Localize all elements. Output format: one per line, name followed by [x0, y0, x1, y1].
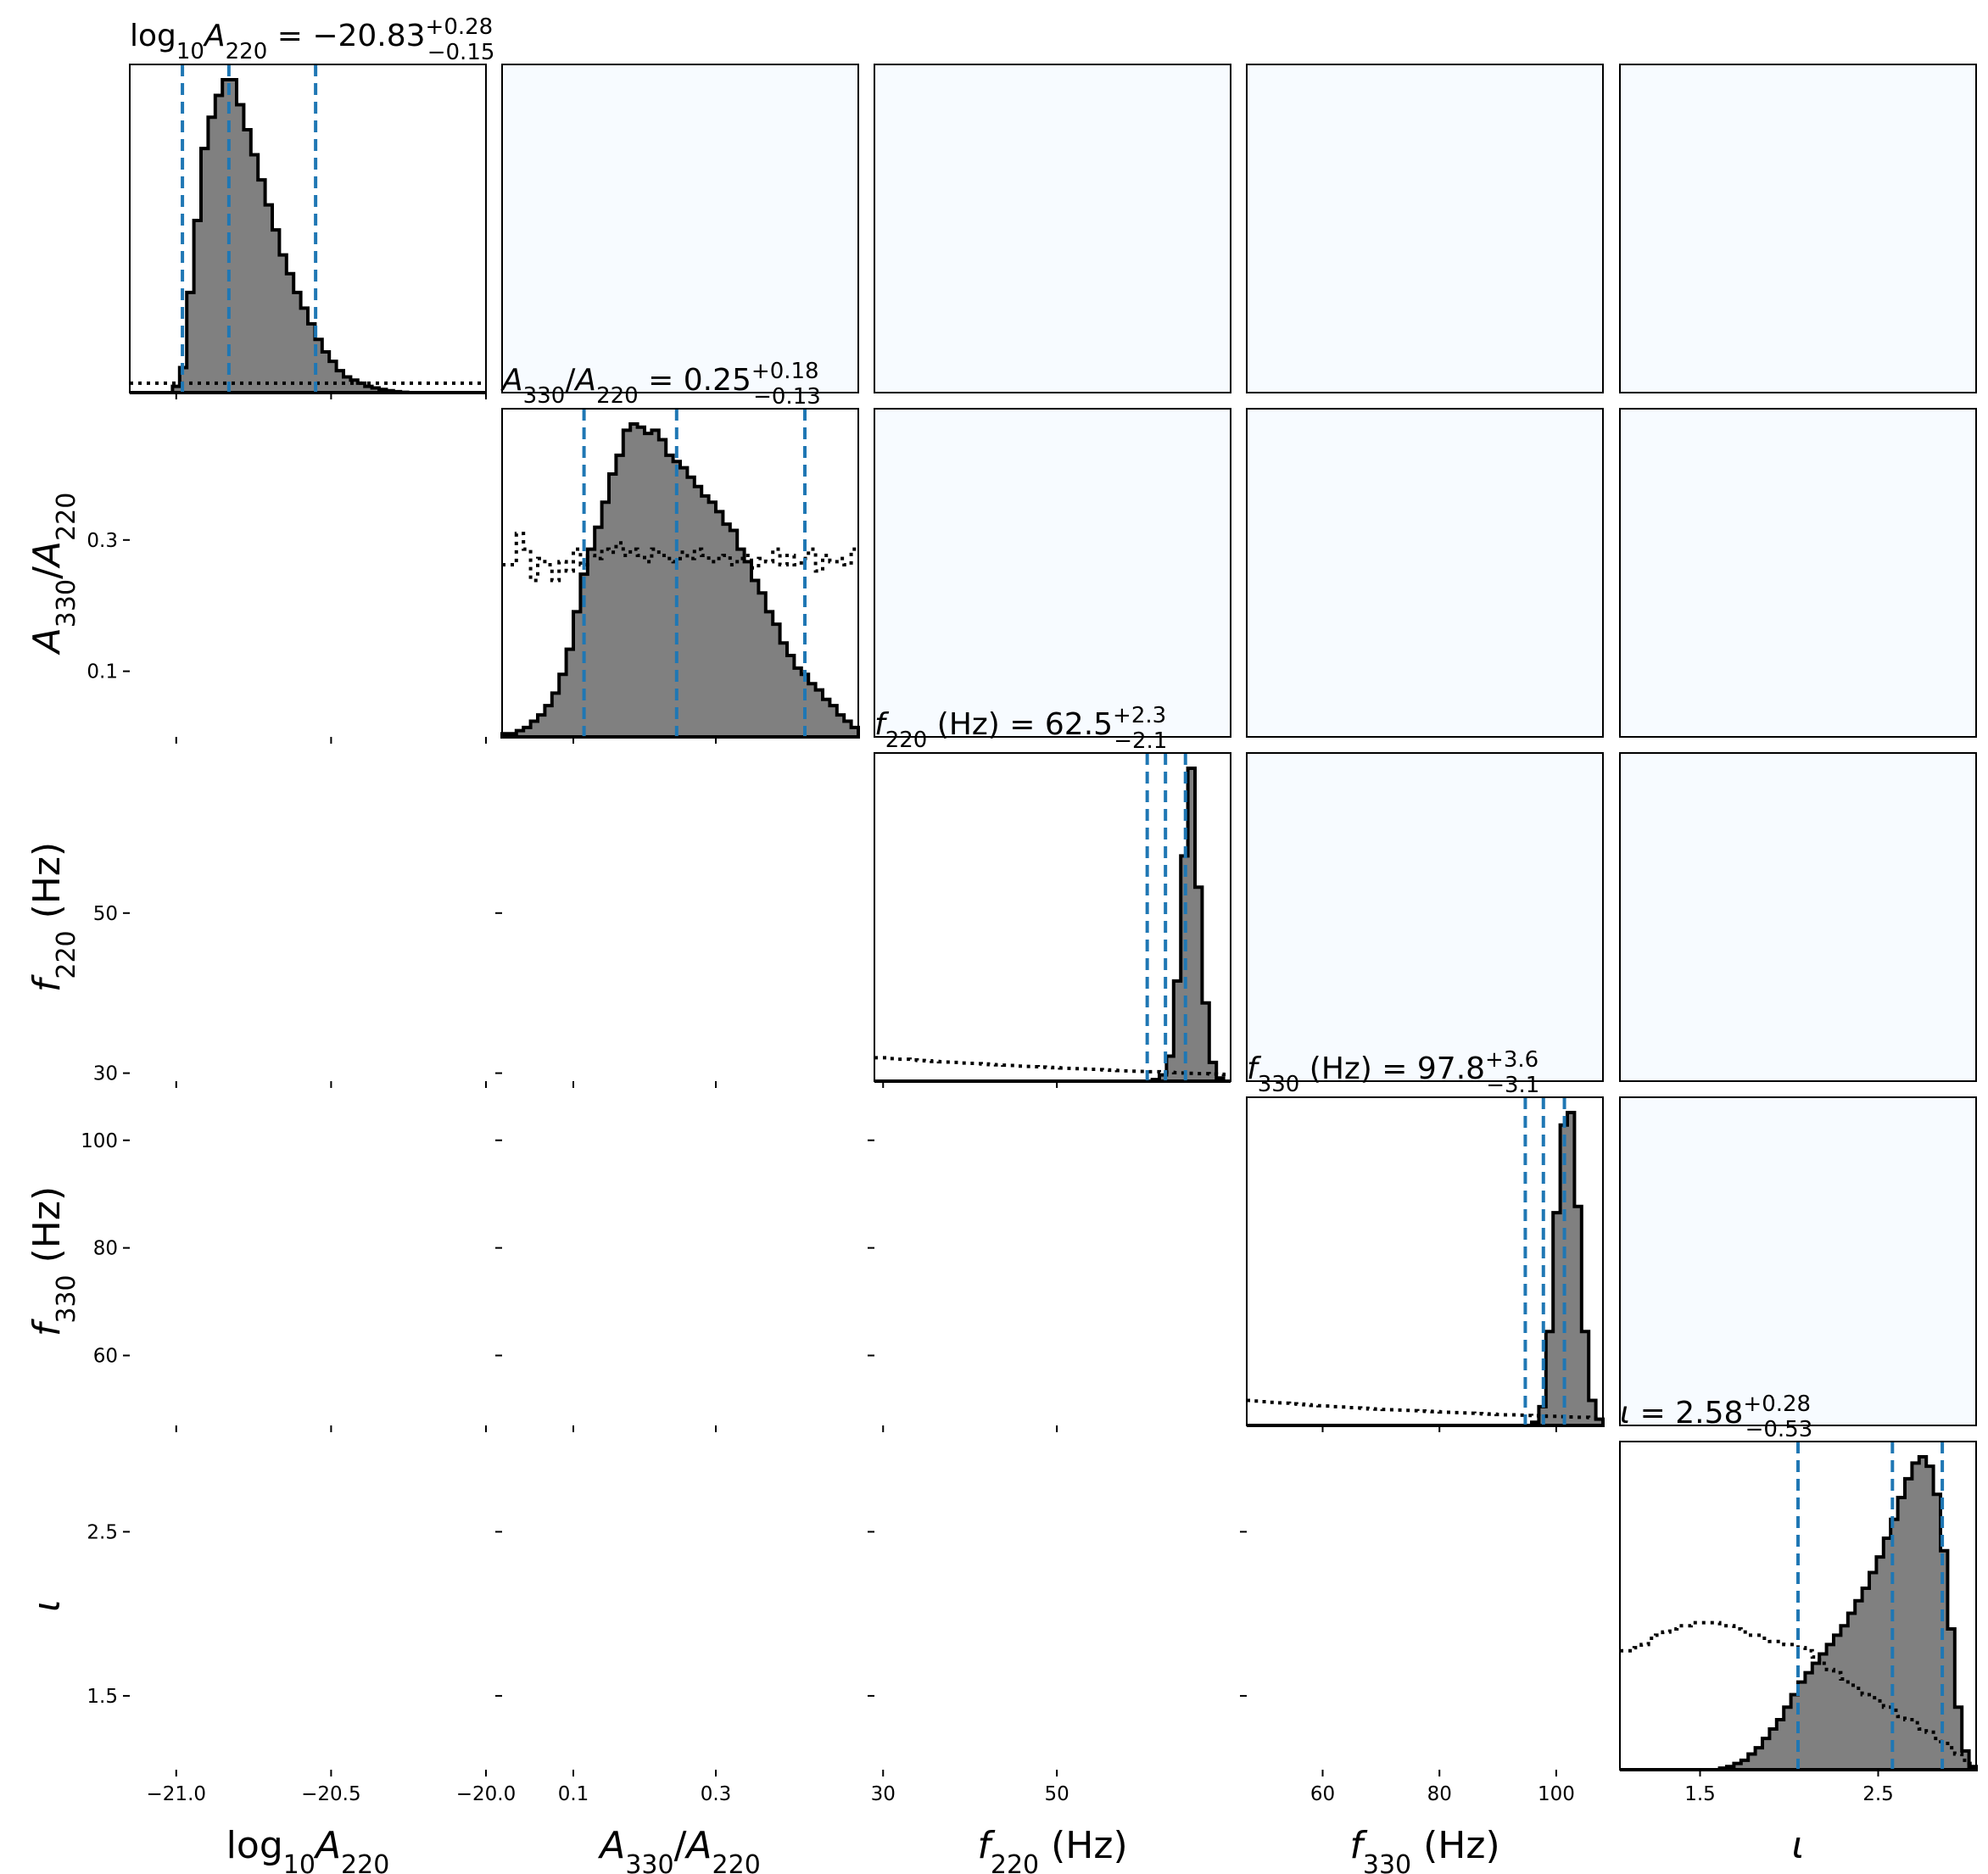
x-tick-label: 100 — [1538, 1783, 1575, 1805]
x-axis-label-f330: f330 (Hz) — [1349, 1824, 1499, 1874]
x-axis-label-iota: ι — [1792, 1824, 1805, 1867]
x-tick-label: 1.5 — [1684, 1783, 1716, 1805]
prior-histogram — [1620, 1620, 1976, 1765]
density-panel-f330-vs-iota — [1619, 1096, 1977, 1426]
x-tick-label: −20.0 — [456, 1783, 516, 1805]
panel-frame — [874, 408, 1231, 738]
x-tick-label: 50 — [1044, 1783, 1069, 1805]
panel-frame — [1246, 1096, 1604, 1426]
y-axis-label-f330: f330 (Hz) — [25, 1186, 81, 1336]
title-f220: f220 (Hz) = 62.5+2.3 −2.1 — [874, 703, 1167, 754]
density-panel-ratio-vs-f330 — [1246, 408, 1604, 738]
histogram-iota — [1619, 1441, 1978, 1771]
density-panel-ratio-vs-f220 — [874, 408, 1231, 738]
title-logA: log10A220 = −20.83+0.28 −0.15 — [130, 14, 494, 65]
panel-frame — [1619, 64, 1977, 393]
density-background — [502, 64, 858, 393]
prior-histogram — [874, 1056, 1231, 1077]
density-background — [1247, 64, 1603, 393]
density-panel-ratio-vs-iota: 50%90% — [1619, 408, 1977, 738]
x-tick-label: 60 — [1310, 1783, 1335, 1805]
density-background — [874, 409, 1231, 737]
density-panel-logA-vs-f220 — [874, 64, 1231, 393]
x-tick-label: 0.3 — [701, 1783, 732, 1805]
density-background — [1247, 409, 1603, 737]
x-tick-label: −21.0 — [147, 1783, 206, 1805]
panel-frame — [129, 64, 487, 393]
panel-frame — [1619, 408, 1977, 738]
y-axis-label-iota: ι — [25, 1599, 69, 1612]
y-tick-label: 2.5 — [87, 1521, 118, 1543]
x-axis-label-f220: f220 (Hz) — [977, 1824, 1127, 1874]
histogram-logA — [129, 64, 487, 394]
density-background — [1620, 409, 1976, 737]
density-background — [1620, 64, 1976, 393]
y-tick-label: 80 — [93, 1238, 118, 1260]
y-tick-label: 100 — [81, 1130, 118, 1152]
title-f330: f330 (Hz) = 97.8+3.6 −3.1 — [1247, 1047, 1539, 1098]
title-iota: ι = 2.58+0.28 −0.53 — [1620, 1392, 1812, 1442]
y-tick-label: 0.1 — [87, 661, 118, 683]
posterior-histogram — [874, 767, 1231, 1083]
y-axis-label-ratio: A330/A220 — [25, 493, 81, 656]
y-tick-label: 60 — [93, 1346, 118, 1368]
y-tick-label: 50 — [93, 903, 118, 925]
panel-frame — [1619, 1096, 1977, 1426]
y-tick-label: 0.3 — [87, 530, 118, 552]
density-background — [1247, 753, 1603, 1081]
panel-frame — [1619, 1441, 1977, 1771]
panel-frame — [874, 64, 1231, 393]
posterior-histogram — [1620, 1455, 1978, 1771]
posterior-histogram — [1247, 1111, 1605, 1427]
y-axis-label-f220: f220 (Hz) — [25, 842, 81, 992]
histogram-ratio — [500, 408, 860, 739]
panel-frame — [1619, 752, 1977, 1082]
x-axis-label-ratio: A330/A220 — [597, 1824, 761, 1874]
density-background — [874, 64, 1231, 393]
x-tick-label: 2.5 — [1862, 1783, 1894, 1805]
panel-frame — [1246, 408, 1604, 738]
density-background — [1620, 1097, 1976, 1425]
density-background — [1620, 753, 1976, 1081]
panels: 50%90%50%90%50%90% — [129, 64, 1978, 1771]
density-panel-logA-vs-f330 — [1246, 64, 1604, 393]
x-tick-label: −20.5 — [301, 1783, 360, 1805]
y-tick-label: 1.5 — [87, 1686, 118, 1708]
histogram-f330 — [1246, 1096, 1605, 1427]
panel-frame — [1246, 64, 1604, 393]
histogram-f220 — [874, 752, 1231, 1083]
density-panel-logA-vs-ratio: 50%90% — [501, 64, 859, 393]
x-tick-label: 30 — [871, 1783, 896, 1805]
prior-histogram — [1247, 1398, 1603, 1420]
x-axis-label-logA: log10A220 — [226, 1824, 390, 1874]
panel-frame — [874, 752, 1231, 1082]
axis-labels: −21.0 −20.5 −20.0 0.1 0.3 0.1 0.3 30 50 30 50 60 80 1… — [25, 14, 1894, 1874]
density-panel-f220-vs-iota — [1619, 752, 1977, 1082]
x-tick-label: 0.1 — [558, 1783, 589, 1805]
density-panel-f220-vs-f330 — [1246, 752, 1604, 1082]
title-ratio: A330/A220 = 0.25+0.18 −0.13 — [500, 359, 821, 410]
y-tick-label: 30 — [93, 1063, 118, 1085]
panel-frame — [1246, 752, 1604, 1082]
panel-frame — [501, 64, 859, 393]
panel-frame — [501, 408, 859, 738]
posterior-histogram — [500, 422, 860, 739]
x-tick-label: 80 — [1427, 1783, 1452, 1805]
density-panel-logA-vs-iota: 50%90% — [1619, 64, 1977, 393]
